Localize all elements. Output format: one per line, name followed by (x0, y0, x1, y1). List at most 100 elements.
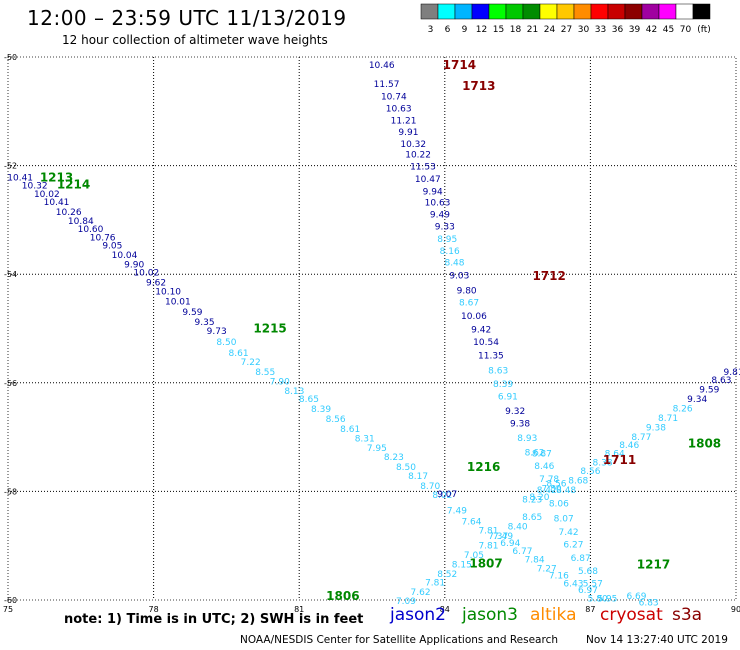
colorbar-label: 12 (476, 25, 487, 35)
wave-height-label: 9.03 (449, 271, 469, 281)
wave-height-label: 8.38 (593, 459, 613, 469)
wave-height-label: 8.61 (229, 349, 249, 359)
wave-height-label: 7.81 (425, 579, 445, 589)
color-legend: 3 6 9 12 15 18 21 24 27 30 33 36 39 42 45 70 (ft) (420, 3, 711, 35)
plot-frame (7, 56, 737, 601)
wave-height-label: 9.33 (435, 222, 455, 232)
credit-text: NOAA/NESDIS Center for Satellite Applica… (240, 634, 558, 646)
wave-height-label: 10.41 (44, 198, 70, 208)
wave-height-label: 7.18 (381, 606, 401, 616)
generated-timestamp: Nov 14 13:27:40 UTC 2019 (586, 634, 728, 646)
wave-height-label: 8.20 (529, 493, 549, 503)
colorbar-label: 21 (527, 25, 538, 35)
wave-height-label: 10.63 (425, 199, 451, 209)
x-tick-label: 87 (585, 605, 595, 614)
colorbar-label: 24 (544, 25, 556, 35)
pass-time-label: 1806 (326, 589, 359, 603)
wave-height-label: 8.48 (444, 258, 464, 268)
wave-height-label: 8.06 (549, 499, 569, 509)
wave-height-label: 9.59 (182, 308, 202, 318)
pass-time-label: 1217 (637, 558, 670, 572)
footnote: note: 1) Time is in UTC; 2) SWH is in fe… (64, 612, 364, 627)
wave-height-label: 8.68 (568, 477, 588, 487)
wave-height-label: 10.60 (78, 225, 104, 235)
wave-height-label: 8.56 (326, 415, 346, 425)
wave-height-label: 7.22 (241, 358, 261, 368)
wave-height-label: 10.02 (133, 269, 159, 279)
wave-height-label: 7.16 (549, 572, 569, 582)
wave-height-label: 9.90 (124, 260, 144, 270)
wave-height-label: 10.10 (155, 288, 181, 298)
wave-height-label: 9.91 (398, 128, 418, 138)
wave-height-label: 8.40 (508, 523, 528, 533)
wave-height-label: 9.73 (207, 327, 227, 337)
wave-height-label: 8.65 (522, 513, 542, 523)
wave-height-label: 11.35 (478, 352, 504, 362)
colorbar-label: 30 (578, 25, 590, 35)
wave-height-label: 8.17 (408, 472, 428, 482)
colorbar-label: 36 (612, 25, 624, 35)
legend-altika: altika (530, 605, 577, 625)
wave-height-label: 7.42 (559, 528, 579, 538)
wave-height-label: 8.93 (517, 434, 537, 444)
wave-height-label: 7.81 (478, 526, 498, 536)
wave-height-label: 8.15 (452, 561, 472, 571)
x-tick-label: 78 (149, 605, 159, 614)
wave-height-label: 6.27 (563, 541, 583, 551)
wave-height-label: 10.02 (34, 190, 60, 200)
colorbar-label: 15 (493, 25, 504, 35)
legend-jason3: jason3 (462, 605, 518, 625)
wave-height-label: 8.67 (459, 298, 479, 308)
wave-height-label: 6.43 (563, 580, 583, 590)
colorbar-label: 9 (462, 25, 468, 35)
wave-height-label: 8.64 (605, 449, 625, 459)
colorbar-label: 27 (561, 25, 572, 35)
pass-time-label: 1713 (462, 79, 495, 93)
wave-height-label: 11.57 (374, 80, 400, 90)
wave-height-label: 8.52 (437, 570, 457, 580)
legend-cryosat: cryosat (600, 605, 663, 625)
wave-height-label: 6.91 (498, 392, 518, 402)
colorbar-label: 6 (445, 25, 451, 35)
wave-height-label: 8.63 (488, 366, 508, 376)
pass-time-label: 1712 (532, 269, 565, 283)
wave-height-label: 9.05 (102, 241, 122, 251)
wave-height-label: 7.09 (396, 597, 416, 607)
colorbar-label: 3 (428, 25, 434, 35)
wave-height-label: 9.49 (430, 210, 450, 220)
wave-height-label: 10.32 (22, 182, 48, 192)
wave-height-label: 7.18 (369, 615, 389, 625)
wave-height-label: 9.42 (471, 326, 491, 336)
colorbar-label: 70 (680, 25, 692, 35)
wave-height-label: 10.46 (369, 61, 395, 71)
wave-height-label: 8.02 (432, 491, 452, 501)
wave-height-label: 6.83 (639, 599, 659, 609)
wave-height-label: 8.50 (216, 338, 236, 348)
wave-height-label: 6.94 (500, 539, 520, 549)
wave-height-label: 11.53 (410, 163, 436, 173)
wave-height-label: 7.62 (411, 588, 431, 598)
y-tick-label: -52 (4, 162, 17, 171)
legend-jason2: jason2 (390, 605, 446, 625)
pass-time-label: 1714 (443, 58, 476, 72)
wave-height-label: 7.90 (270, 378, 290, 388)
wave-height-label: 9.38 (510, 420, 530, 430)
y-tick-label: -56 (4, 379, 17, 388)
wave-height-label: 8.39 (311, 405, 331, 415)
wave-height-label: 10.63 (386, 105, 412, 115)
wave-height-label: 7.37 (488, 532, 508, 542)
wave-height-label: 8.65 (299, 395, 319, 405)
wave-height-label: 7.78 (539, 475, 559, 485)
wave-height-label: 10.74 (381, 93, 407, 103)
wave-height-label: 10.32 (400, 140, 426, 150)
wave-height-label: 8.48 (556, 486, 576, 496)
wave-height-label: 7.84 (525, 555, 545, 565)
wave-height-label: 8.16 (440, 247, 460, 257)
wave-height-label: 8.95 (437, 235, 457, 245)
pass-time-label: 1216 (467, 460, 500, 474)
y-tick-label: -58 (4, 487, 17, 496)
wave-height-label: 8.31 (355, 435, 375, 445)
wave-height-label: 8.46 (619, 441, 639, 451)
wave-height-label: 9.81 (724, 368, 740, 378)
